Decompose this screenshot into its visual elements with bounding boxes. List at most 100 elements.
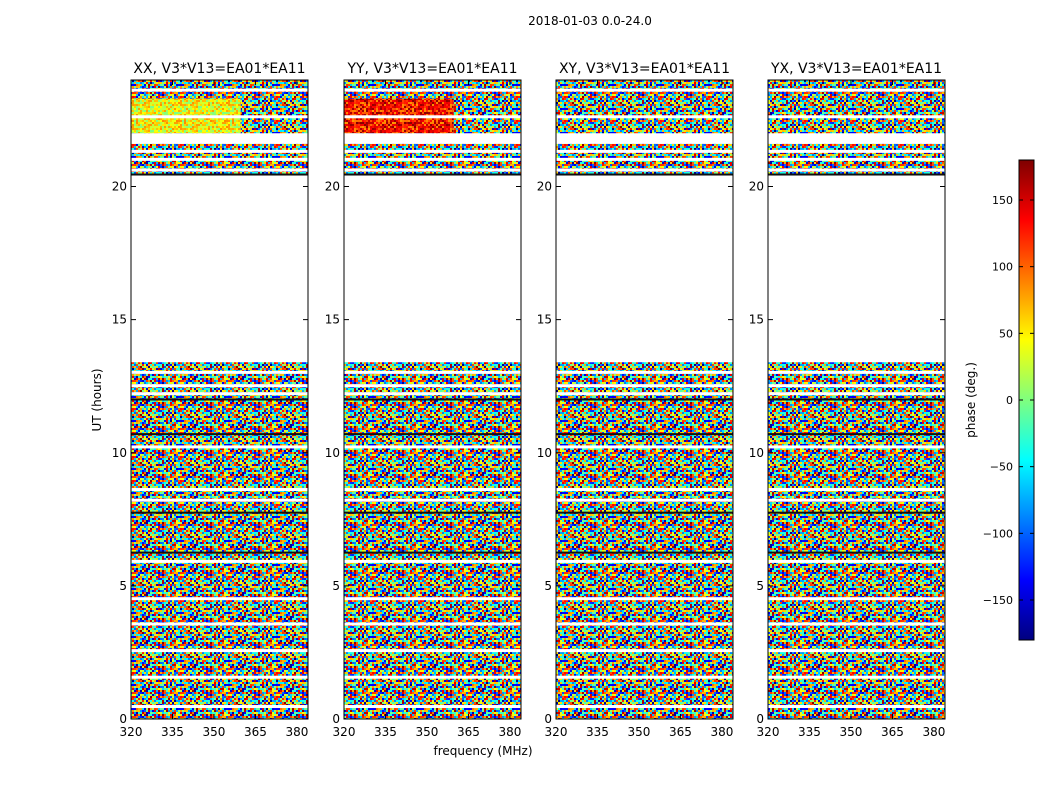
data-gap — [131, 133, 308, 144]
flag-stripe — [131, 370, 308, 374]
flag-stripe — [768, 488, 945, 492]
dark-stripe — [131, 398, 308, 401]
colorbar-tick-label: −50 — [990, 461, 1013, 474]
y-tick-label: 10 — [749, 446, 764, 460]
flag-stripe — [768, 370, 945, 374]
y-tick-label: 5 — [119, 579, 127, 593]
panel-title: YY, V3*V13=EA01*EA11 — [346, 61, 517, 77]
colorbar-tick-label: 100 — [992, 261, 1013, 274]
dark-stripe — [556, 551, 733, 554]
flag-stripe — [768, 115, 945, 119]
x-tick-label: 320 — [120, 725, 143, 739]
flag-stripe — [344, 622, 521, 626]
dark-stripe — [344, 433, 521, 436]
flag-stripe — [556, 597, 733, 601]
flag-stripe — [344, 488, 521, 492]
flag-stripe — [556, 622, 733, 626]
y-tick-label: 0 — [544, 712, 552, 726]
panel-title: XX, V3*V13=EA01*EA11 — [133, 61, 305, 77]
flag-stripe — [344, 370, 521, 374]
x-tick-label: 365 — [457, 725, 480, 739]
flag-stripe — [556, 384, 733, 388]
dark-stripe — [768, 511, 945, 514]
flag-stripe — [344, 597, 521, 601]
data-gap — [556, 133, 733, 144]
flag-stripe — [131, 597, 308, 601]
flag-stripe — [344, 705, 521, 709]
data-gap — [556, 174, 733, 363]
x-tick-label: 320 — [333, 725, 356, 739]
dark-stripe — [344, 551, 521, 554]
flag-stripe — [556, 559, 733, 563]
dark-stripe — [768, 551, 945, 554]
x-tick-label: 380 — [710, 725, 733, 739]
axes-frame — [343, 79, 522, 720]
panel-xx: XX, V3*V13=EA01*EA11 0 5 10 15 20 320 335 350 365… — [112, 61, 309, 739]
y-tick-label: 5 — [332, 579, 340, 593]
y-tick-label: 0 — [332, 712, 340, 726]
dark-stripe — [556, 398, 733, 401]
dark-stripe — [344, 511, 521, 514]
flag-stripe — [344, 559, 521, 563]
dark-stripe — [556, 433, 733, 436]
flag-stripe — [768, 649, 945, 653]
flag-stripe — [131, 488, 308, 492]
flag-stripe — [768, 392, 945, 396]
flag-stripe — [344, 498, 521, 502]
flag-stripe — [768, 88, 945, 92]
dark-stripe — [131, 511, 308, 514]
dark-stripe — [556, 173, 733, 176]
flag-stripe — [131, 675, 308, 679]
x-tick-label: 320 — [545, 725, 568, 739]
panel-yx: YX, V3*V13=EA01*EA11 0 5 10 15 20 320 335 350 365… — [749, 61, 946, 739]
flag-stripe — [344, 168, 521, 172]
dark-stripe — [131, 433, 308, 436]
flag-stripe — [556, 157, 733, 161]
dark-stripe — [768, 173, 945, 176]
colorbar-tick-label: −100 — [983, 527, 1013, 540]
flag-stripe — [131, 149, 308, 153]
data-gap — [131, 174, 308, 363]
flag-stripe — [131, 622, 308, 626]
flag-stripe — [768, 149, 945, 153]
axes-frame — [130, 79, 309, 720]
y-tick-label: 0 — [119, 712, 127, 726]
axes-frame — [767, 79, 946, 720]
y-tick-label: 5 — [756, 579, 764, 593]
data-gap — [344, 133, 521, 144]
flag-stripe — [344, 649, 521, 653]
flag-stripe — [768, 705, 945, 709]
x-tick-label: 335 — [161, 725, 184, 739]
flag-stripe — [556, 445, 733, 449]
flag-stripe — [768, 597, 945, 601]
colorbar-tick-label: 150 — [992, 194, 1013, 207]
flag-stripe — [556, 498, 733, 502]
dark-stripe — [556, 511, 733, 514]
flag-stripe — [131, 649, 308, 653]
y-tick-label: 20 — [537, 180, 552, 194]
flag-stripe — [556, 649, 733, 653]
x-tick-label: 350 — [840, 725, 863, 739]
y-tick-label: 10 — [537, 446, 552, 460]
flag-stripe — [768, 622, 945, 626]
y-tick-label: 5 — [544, 579, 552, 593]
x-tick-label: 350 — [416, 725, 439, 739]
x-tick-label: 380 — [498, 725, 521, 739]
x-tick-label: 335 — [798, 725, 821, 739]
flag-stripe — [344, 115, 521, 119]
colorbar: −150 −100 −50 0 50 100 150 phase (deg.) — [964, 159, 1035, 641]
flag-stripe — [768, 445, 945, 449]
x-tick-label: 365 — [881, 725, 904, 739]
panel-title: YX, V3*V13=EA01*EA11 — [770, 61, 942, 77]
y-tick-label: 20 — [325, 180, 340, 194]
flag-stripe — [344, 149, 521, 153]
flag-stripe — [556, 115, 733, 119]
dark-stripe — [131, 173, 308, 176]
x-axis-label: frequency (MHz) — [433, 744, 532, 758]
data-gap — [344, 174, 521, 363]
flag-stripe — [768, 498, 945, 502]
flag-stripe — [556, 168, 733, 172]
flag-stripe — [556, 488, 733, 492]
x-tick-label: 335 — [374, 725, 397, 739]
